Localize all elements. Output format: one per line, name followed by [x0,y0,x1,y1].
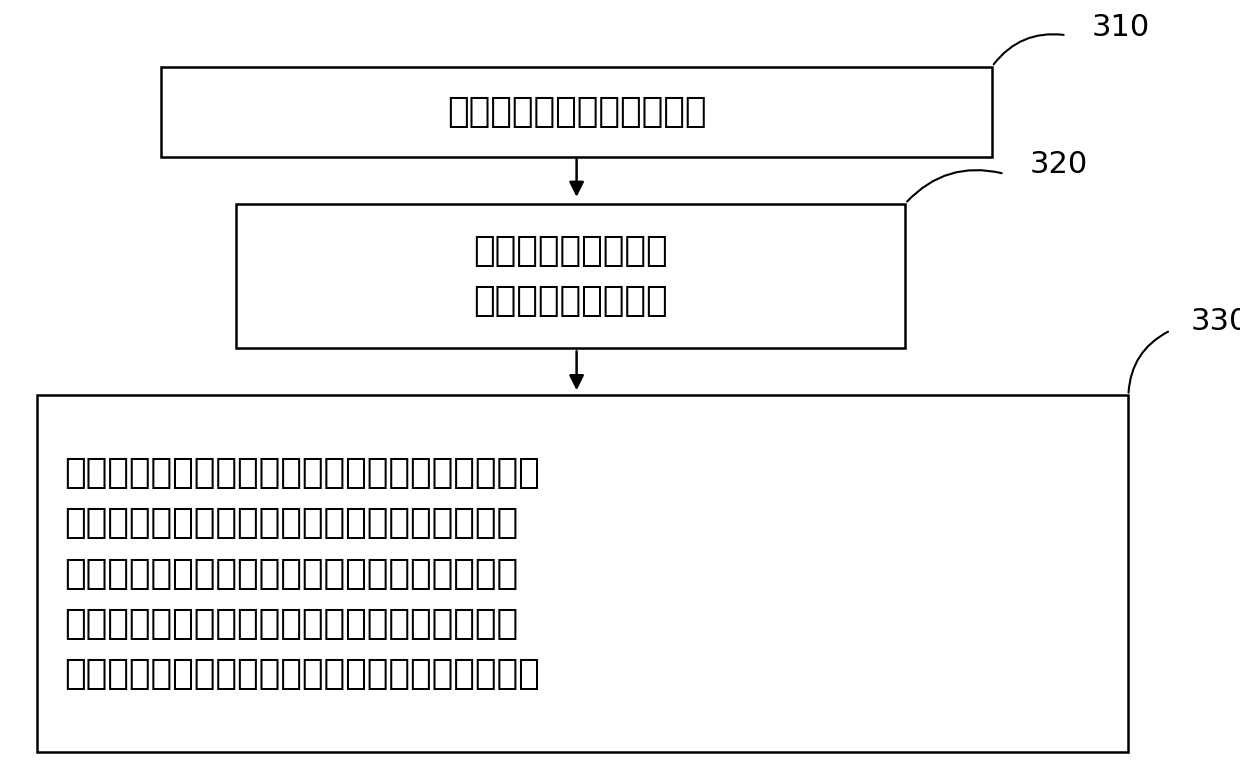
Text: 320: 320 [1029,150,1087,179]
Text: 310: 310 [1091,13,1149,42]
Bar [236,204,905,348]
Text: 若当前联网状态信息由成功联网状态信息转变为未
成功联网状态信息，智能门锁控制器停止产生验
证信息；智能门锁控制器将断网之前的验证信息
进行存储并通过短信的方式将: 若当前联网状态信息由成功联网状态信息转变为未 成功联网状态信息，智能门锁控制器停… [64,456,541,691]
Text: 智能门锁控制器随机
产生对应的验证信息: 智能门锁控制器随机 产生对应的验证信息 [474,234,667,318]
Text: 实时获取当前联网状态信息: 实时获取当前联网状态信息 [446,95,707,128]
Bar [161,67,992,157]
Text: 330: 330 [1190,306,1240,336]
Bar [37,395,1128,752]
